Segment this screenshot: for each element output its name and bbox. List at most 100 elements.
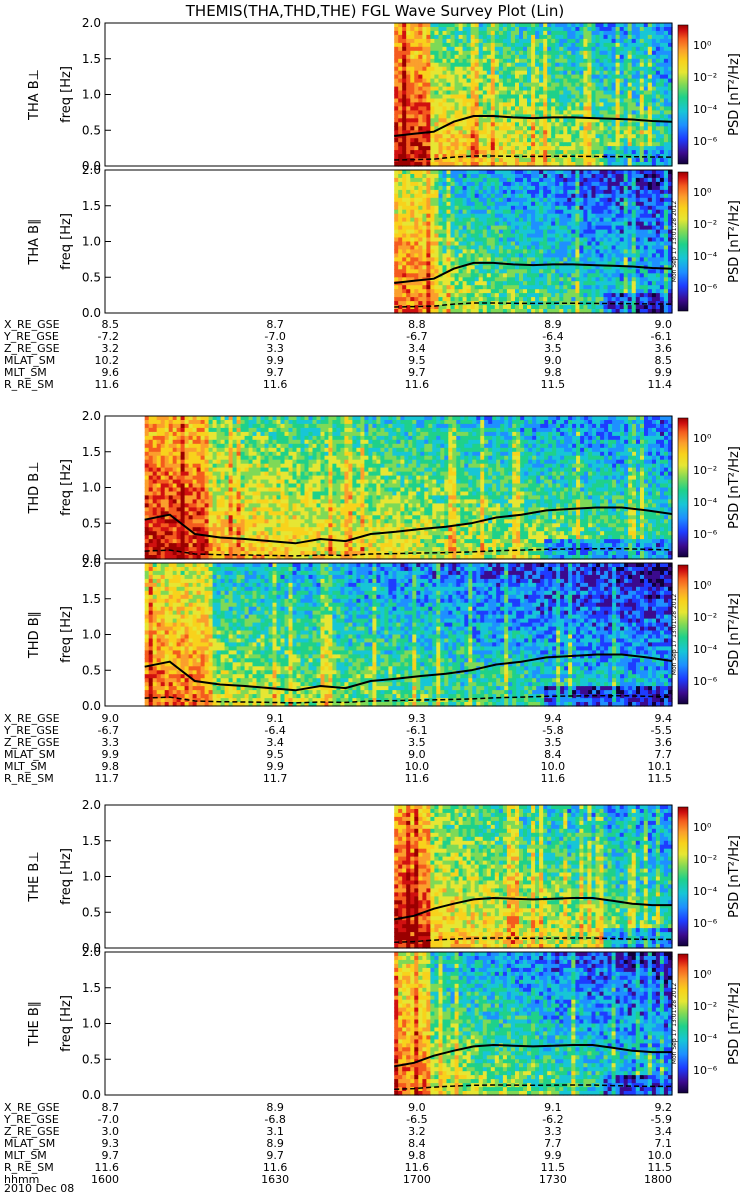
heatmap-cell xyxy=(547,79,552,84)
heatmap-cell xyxy=(656,285,661,290)
heatmap-cell xyxy=(632,210,637,215)
heatmap-cell xyxy=(531,281,536,286)
heatmap-cell xyxy=(447,150,452,155)
heatmap-cell xyxy=(511,63,516,68)
heatmap-cell xyxy=(495,269,500,274)
heatmap-cell xyxy=(563,47,568,52)
heatmap-cell xyxy=(547,293,552,298)
heatmap-cell xyxy=(539,146,544,151)
heatmap-cell xyxy=(418,75,423,80)
heatmap-cell xyxy=(463,178,468,183)
y-tick-label: 0.5 xyxy=(82,123,101,137)
heatmap-cell xyxy=(600,126,605,131)
heatmap-cell xyxy=(624,51,629,56)
heatmap-cell xyxy=(519,297,524,302)
heatmap-cell xyxy=(535,230,540,235)
heatmap-cell xyxy=(394,118,399,123)
heatmap-cell xyxy=(426,47,431,52)
heatmap-cell xyxy=(406,269,411,274)
heatmap-cell xyxy=(410,110,415,115)
heatmap-cell xyxy=(636,95,641,100)
heatmap-cell xyxy=(398,110,403,115)
heatmap-cell xyxy=(402,95,407,100)
heatmap-cell xyxy=(499,265,504,270)
heatmap-cell xyxy=(579,122,584,127)
heatmap-cell xyxy=(443,35,448,40)
heatmap-cell xyxy=(579,170,584,175)
heatmap-cell xyxy=(531,269,536,274)
heatmap-cell xyxy=(398,63,403,68)
colorbar-tick-label: 10⁻⁶ xyxy=(693,135,718,148)
heatmap-cell xyxy=(624,253,629,258)
heatmap-cell xyxy=(511,122,516,127)
heatmap-cell xyxy=(539,110,544,115)
heatmap-cell xyxy=(491,293,496,298)
heatmap-cell xyxy=(587,35,592,40)
heatmap-cell xyxy=(495,39,500,44)
heatmap-cell xyxy=(414,51,419,56)
heatmap-cell xyxy=(491,242,496,247)
heatmap-cell xyxy=(471,146,476,151)
heatmap-cell xyxy=(471,230,476,235)
heatmap-cell xyxy=(471,222,476,227)
heatmap-cell xyxy=(567,83,572,88)
heatmap-cell xyxy=(398,75,403,80)
heatmap-cell xyxy=(503,186,508,191)
heatmap-cell xyxy=(616,106,621,111)
heatmap-cell xyxy=(624,242,629,247)
heatmap-cell xyxy=(495,293,500,298)
heatmap-cell xyxy=(636,249,641,254)
heatmap-cell xyxy=(656,214,661,219)
heatmap-cell xyxy=(648,134,653,139)
heatmap-cell xyxy=(596,194,601,199)
heatmap-cell xyxy=(487,150,492,155)
heatmap-cell xyxy=(394,178,399,183)
heatmap-cell xyxy=(543,31,548,36)
heatmap-cell xyxy=(632,238,637,243)
heatmap-cell xyxy=(523,297,528,302)
heatmap-cell xyxy=(531,222,536,227)
heatmap-cell xyxy=(426,242,431,247)
heatmap-cell xyxy=(559,67,564,72)
heatmap-cell xyxy=(539,67,544,72)
heatmap-cell xyxy=(664,150,669,155)
heatmap-cell xyxy=(547,182,552,187)
heatmap-cell xyxy=(459,63,464,68)
heatmap-cell xyxy=(648,55,653,60)
heatmap-cell xyxy=(479,39,484,44)
heatmap-cell xyxy=(583,55,588,60)
heatmap-cell xyxy=(527,257,532,262)
heatmap-cell xyxy=(575,194,580,199)
heatmap-cell xyxy=(571,106,576,111)
heatmap-cell xyxy=(583,95,588,100)
heatmap-cell xyxy=(535,182,540,187)
heatmap-cell xyxy=(660,186,665,191)
heatmap-cell xyxy=(443,55,448,60)
heatmap-cell xyxy=(563,55,568,60)
heatmap-cell xyxy=(559,122,564,127)
heatmap-cell xyxy=(644,122,649,127)
heatmap-cell xyxy=(507,75,512,80)
heatmap-cell xyxy=(434,35,439,40)
heatmap-cell xyxy=(471,106,476,111)
heatmap-cell xyxy=(394,226,399,231)
heatmap-cell xyxy=(447,102,452,107)
heatmap-cell xyxy=(394,55,399,60)
heatmap-cell xyxy=(503,249,508,254)
heatmap-cell xyxy=(527,297,532,302)
heatmap-cell xyxy=(467,182,472,187)
heatmap-cell xyxy=(507,47,512,52)
heatmap-cell xyxy=(547,285,552,290)
heatmap-cell xyxy=(596,238,601,243)
heatmap-cell xyxy=(447,297,452,302)
heatmap-cell xyxy=(531,242,536,247)
heatmap-cell xyxy=(644,79,649,84)
heatmap-cell xyxy=(571,230,576,235)
heatmap-cell xyxy=(479,238,484,243)
heatmap-cell xyxy=(596,122,601,127)
heatmap-cell xyxy=(455,110,460,115)
heatmap-cell xyxy=(644,146,649,151)
heatmap-cell xyxy=(479,222,484,227)
heatmap-cell xyxy=(583,170,588,175)
